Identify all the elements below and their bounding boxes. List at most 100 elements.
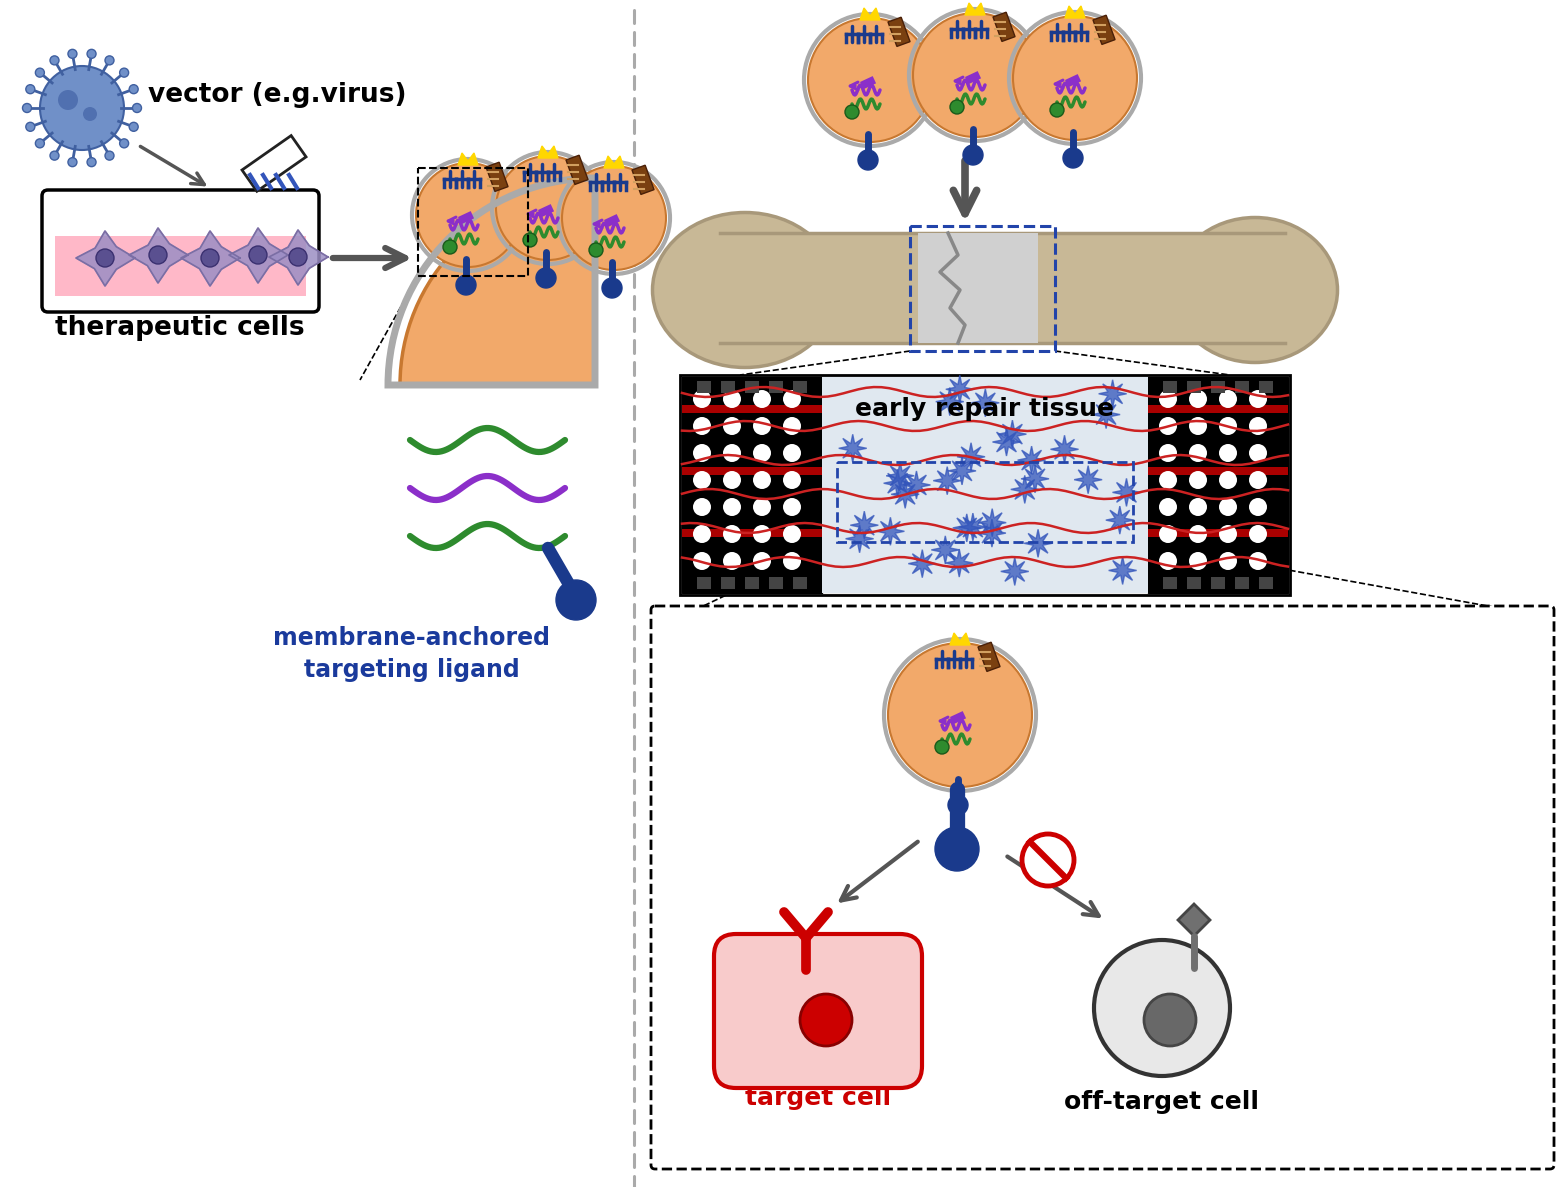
Polygon shape: [884, 469, 911, 497]
Circle shape: [753, 471, 771, 489]
Circle shape: [1189, 444, 1207, 462]
Polygon shape: [931, 535, 960, 564]
Polygon shape: [956, 443, 985, 471]
Bar: [1259, 577, 1273, 589]
Text: therapeutic cells: therapeutic cells: [55, 315, 304, 341]
Bar: [1065, 74, 1080, 88]
Circle shape: [129, 84, 138, 94]
Polygon shape: [949, 457, 975, 484]
Ellipse shape: [1173, 217, 1338, 362]
Circle shape: [1159, 471, 1178, 489]
Circle shape: [1189, 417, 1207, 434]
Circle shape: [693, 391, 710, 408]
Bar: [745, 577, 759, 589]
Circle shape: [1145, 994, 1196, 1046]
Circle shape: [693, 499, 710, 516]
Circle shape: [753, 499, 771, 516]
Polygon shape: [978, 509, 1007, 537]
Bar: [538, 204, 554, 217]
Polygon shape: [270, 230, 328, 285]
Circle shape: [1218, 471, 1237, 489]
Polygon shape: [1112, 478, 1140, 507]
FancyBboxPatch shape: [713, 934, 922, 1088]
Bar: [486, 163, 508, 191]
Bar: [682, 377, 822, 594]
Circle shape: [1159, 552, 1178, 570]
Polygon shape: [1018, 446, 1046, 474]
Bar: [682, 573, 822, 594]
Circle shape: [105, 151, 114, 160]
Polygon shape: [953, 514, 980, 542]
Polygon shape: [978, 519, 1007, 547]
Circle shape: [133, 103, 141, 113]
Polygon shape: [999, 420, 1027, 449]
Circle shape: [67, 50, 77, 58]
Polygon shape: [1105, 506, 1134, 534]
Circle shape: [83, 107, 97, 121]
Circle shape: [1159, 391, 1178, 408]
Polygon shape: [950, 633, 971, 645]
Bar: [909, 226, 1055, 351]
Circle shape: [50, 151, 60, 160]
Polygon shape: [129, 228, 188, 283]
Bar: [978, 642, 1000, 672]
Circle shape: [845, 104, 859, 119]
Circle shape: [723, 525, 742, 542]
Circle shape: [36, 68, 44, 77]
Circle shape: [1063, 148, 1083, 169]
Bar: [793, 381, 808, 393]
Bar: [458, 211, 474, 224]
Bar: [682, 405, 822, 413]
Circle shape: [1022, 834, 1074, 886]
Circle shape: [723, 552, 742, 570]
Circle shape: [808, 18, 931, 142]
Circle shape: [58, 90, 78, 110]
Circle shape: [416, 163, 521, 267]
Circle shape: [36, 139, 44, 148]
Circle shape: [590, 243, 604, 258]
Circle shape: [50, 56, 60, 65]
Circle shape: [67, 158, 77, 166]
Circle shape: [693, 417, 710, 434]
Text: off-target cell: off-target cell: [1065, 1090, 1259, 1115]
Circle shape: [1218, 499, 1237, 516]
Bar: [721, 577, 735, 589]
Polygon shape: [1099, 380, 1127, 408]
Bar: [1148, 573, 1287, 594]
Bar: [681, 375, 1290, 595]
Text: early repair tissue: early repair tissue: [856, 396, 1115, 421]
Circle shape: [723, 391, 742, 408]
Circle shape: [1218, 525, 1237, 542]
Circle shape: [723, 417, 742, 434]
Circle shape: [753, 417, 771, 434]
Bar: [632, 165, 654, 195]
Bar: [793, 577, 808, 589]
Circle shape: [1250, 417, 1267, 434]
Circle shape: [1051, 103, 1065, 118]
Circle shape: [693, 471, 710, 489]
Bar: [1148, 405, 1287, 413]
Circle shape: [1159, 525, 1178, 542]
Circle shape: [1250, 525, 1267, 542]
Circle shape: [1218, 391, 1237, 408]
Circle shape: [913, 13, 1036, 137]
Polygon shape: [1024, 529, 1052, 558]
Circle shape: [753, 444, 771, 462]
Text: target cell: target cell: [745, 1086, 891, 1110]
Polygon shape: [1178, 904, 1210, 937]
Bar: [698, 577, 710, 589]
Polygon shape: [933, 466, 961, 495]
Bar: [887, 18, 909, 46]
Circle shape: [1218, 444, 1237, 462]
Bar: [566, 155, 588, 184]
Circle shape: [887, 643, 1032, 787]
Circle shape: [444, 240, 456, 254]
Polygon shape: [903, 471, 930, 499]
Circle shape: [782, 417, 801, 434]
Circle shape: [1250, 444, 1267, 462]
Circle shape: [800, 994, 851, 1046]
Circle shape: [536, 268, 557, 288]
Bar: [419, 169, 528, 277]
Circle shape: [96, 249, 114, 267]
Bar: [604, 214, 619, 227]
